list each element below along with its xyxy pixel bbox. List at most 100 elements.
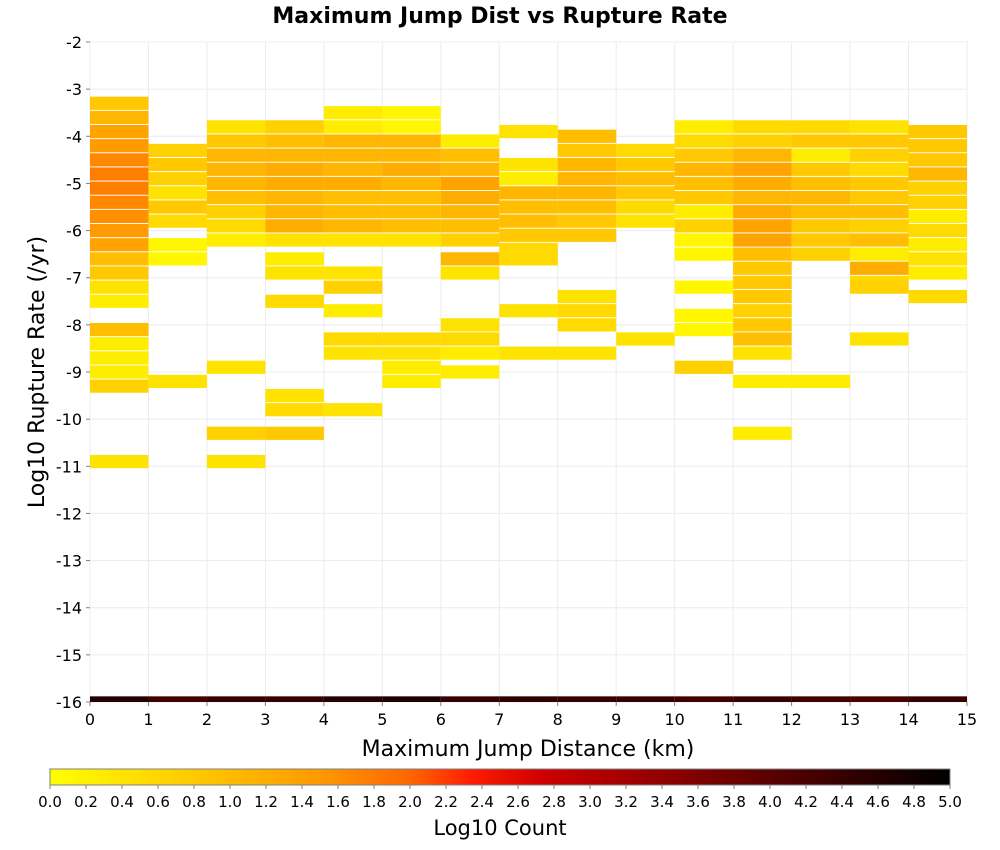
heatmap-cell: [791, 120, 851, 134]
heatmap-cell: [557, 304, 617, 318]
heatmap-cell: [90, 139, 149, 153]
colorbar-tick-label: 3.4: [650, 793, 674, 811]
heatmap-cell: [323, 219, 383, 233]
heatmap-cell: [674, 219, 734, 233]
heatmap-cells: [90, 96, 967, 469]
colorbar-tick-label: 0.8: [182, 793, 206, 811]
colorbar-tick-label: 5.0: [938, 793, 962, 811]
heatmap-cell: [323, 304, 383, 318]
colorbar-ticks: 0.0 0.2 0.4 0.6 0.8 1.0 1.2 1.4 1.6 1.8 2.0 2.2 2.4 2…: [38, 785, 962, 811]
heatmap-cell: [850, 176, 909, 191]
x-tick-label: 8: [553, 710, 563, 729]
baseline-cell: [323, 696, 383, 702]
heatmap-cell: [206, 205, 266, 219]
y-tick-label: -7: [66, 269, 82, 288]
heatmap-cell: [265, 266, 324, 280]
baseline-cell: [440, 696, 500, 702]
colorbar-tick-label: 2.8: [542, 793, 566, 811]
heatmap-cell: [90, 365, 149, 379]
heatmap-cell: [206, 233, 266, 247]
heatmap-cell: [206, 120, 266, 134]
colorbar-tick-label: 4.6: [866, 793, 890, 811]
x-tick-label: 0: [85, 710, 95, 729]
heatmap-cell: [90, 124, 149, 139]
y-tick-label: -8: [66, 316, 82, 335]
heatmap-cell: [674, 322, 734, 337]
heatmap-cell: [323, 176, 383, 191]
colorbar-label: Log10 Count: [433, 816, 566, 840]
heatmap-cell: [90, 238, 149, 252]
x-tick-label: 6: [436, 710, 446, 729]
heatmap-cell: [382, 205, 441, 219]
colorbar-tick-label: 4.4: [830, 793, 854, 811]
heatmap-cell: [440, 162, 500, 176]
heatmap-cell: [382, 134, 441, 148]
heatmap-cell: [440, 190, 500, 205]
heatmap-cell: [557, 289, 617, 304]
heatmap-cell: [382, 176, 441, 191]
heatmap-cell: [265, 233, 324, 247]
heatmap-cell: [382, 148, 441, 162]
colorbar-tick-label: 0.2: [74, 793, 98, 811]
heatmap-cell: [499, 172, 558, 186]
heatmap-cell: [440, 176, 500, 191]
heatmap-cell: [206, 454, 266, 469]
heatmap-cell: [90, 322, 149, 337]
y-tick-label: -2: [66, 33, 82, 52]
heatmap-cell: [206, 190, 266, 205]
heatmap-cell: [557, 129, 617, 143]
colorbar-tick-label: 1.2: [254, 793, 278, 811]
colorbar-tick-label: 3.6: [686, 793, 710, 811]
heatmap-cell: [674, 205, 734, 219]
heatmap-cell: [733, 247, 792, 261]
baseline-cell: [557, 696, 617, 702]
y-tick-label: -13: [56, 552, 82, 571]
heatmap-cell: [908, 266, 967, 280]
heatmap-cell: [440, 332, 500, 346]
colorbar-tick-label: 0.6: [146, 793, 170, 811]
x-tick-label: 10: [664, 710, 684, 729]
heatmap-cell: [148, 143, 207, 158]
colorbar: [49, 768, 951, 786]
heatmap-cell: [499, 157, 558, 172]
heatmap-cell: [90, 195, 149, 209]
y-tick-label: -12: [56, 504, 82, 523]
y-tick-label: -15: [56, 646, 82, 665]
heatmap-cell: [90, 181, 149, 195]
heatmap-cell: [733, 233, 792, 247]
baseline-cell: [499, 696, 558, 702]
colorbar-tick-label: 4.8: [902, 793, 926, 811]
x-tick-label: 14: [898, 710, 918, 729]
heatmap-cell: [499, 228, 558, 242]
x-tick-label: 2: [202, 710, 212, 729]
colorbar-tick-label: 0.0: [38, 793, 62, 811]
y-tick-label: -6: [66, 222, 82, 241]
heatmap-cell: [90, 351, 149, 365]
baseline-cell: [90, 696, 149, 702]
heatmap-cell: [908, 209, 967, 224]
heatmap-cell: [499, 214, 558, 228]
heatmap-cell: [733, 205, 792, 219]
heatmap-cell: [382, 120, 441, 134]
x-tick-label: 15: [957, 710, 977, 729]
colorbar-tick-label: 3.2: [614, 793, 638, 811]
heatmap-cell: [557, 318, 617, 332]
heatmap-cell: [206, 176, 266, 191]
x-tick-label: 9: [611, 710, 621, 729]
heatmap-cell: [733, 289, 792, 304]
colorbar-tick-label: 2.2: [434, 793, 458, 811]
heatmap-cell: [265, 426, 324, 440]
heatmap-cell: [791, 148, 851, 162]
heatmap-cell: [323, 120, 383, 134]
heatmap-cell: [908, 124, 967, 139]
heatmap-cell: [90, 110, 149, 125]
heatmap-cell: [265, 148, 324, 162]
heatmap-cell: [791, 219, 851, 233]
heatmap-cell: [265, 190, 324, 205]
x-axis-label: Maximum Jump Distance (km): [362, 737, 695, 762]
heatmap-cell: [499, 346, 558, 360]
heatmap-cell: [440, 134, 500, 148]
heatmap-cell: [499, 124, 558, 139]
heatmap-cell: [733, 275, 792, 290]
heatmap-cell: [90, 266, 149, 280]
